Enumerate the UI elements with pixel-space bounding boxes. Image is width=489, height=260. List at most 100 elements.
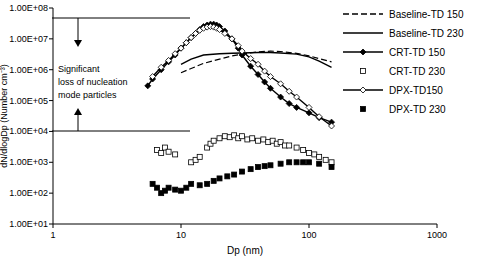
data-point: [239, 48, 245, 54]
series: [181, 53, 332, 68]
series: [145, 21, 335, 125]
y-tick: [49, 193, 53, 194]
y-axis: [53, 8, 54, 224]
data-point: [179, 188, 184, 193]
data-point: [317, 154, 322, 159]
annotation-arrowhead: [74, 40, 82, 47]
data-point: [197, 183, 202, 188]
data-point: [217, 136, 222, 141]
data-point: [256, 138, 261, 143]
data-point: [286, 101, 292, 107]
data-point: [248, 167, 253, 172]
data-point: [184, 185, 189, 190]
y-tick-label: 1.00E+01: [9, 219, 48, 229]
legend: Baseline-TD 150 Baseline-TD 230 CRT-TD 150…: [343, 9, 464, 115]
data-point: [278, 161, 283, 166]
y-tick-label: 1.00E+02: [9, 188, 48, 198]
data-point: [262, 164, 267, 169]
legend-marker: [360, 87, 366, 93]
data-point: [245, 137, 250, 142]
x-tick: [181, 224, 182, 228]
legend-label: Baseline-TD 230: [389, 28, 464, 39]
y-tick: [49, 69, 53, 70]
x-tick: [309, 224, 310, 228]
data-point: [250, 136, 255, 141]
data-point: [306, 104, 312, 110]
data-point: [267, 85, 273, 91]
data-point: [301, 160, 306, 165]
annotation-arrowhead: [74, 108, 82, 115]
x-tick: [53, 224, 54, 228]
data-point: [255, 61, 261, 67]
chart: 1.00E+011.00E+021.00E+031.00E+041.00E+05…: [0, 0, 489, 260]
data-point: [188, 35, 194, 41]
legend-entry: DPX-TD150: [343, 85, 443, 96]
data-point: [301, 148, 306, 153]
plot-area: [145, 21, 335, 196]
data-point: [197, 154, 202, 159]
y-tick-label: 1.00E+03: [9, 157, 48, 167]
data-point: [278, 81, 284, 87]
data-point: [294, 160, 299, 165]
legend-label: CRT-TD 230: [389, 66, 445, 77]
series-line: [181, 51, 332, 73]
x-axis-label: Dp (nm): [227, 245, 263, 256]
data-point: [217, 27, 223, 33]
y-tick-label: 1.00E+08: [9, 3, 48, 13]
x-tick-label: 1: [50, 230, 55, 240]
legend-entry: CRT-TD 230: [361, 66, 446, 77]
annotation-line: [52, 18, 190, 19]
x-axis: [53, 224, 437, 225]
data-point: [262, 68, 268, 74]
data-point: [323, 157, 328, 162]
data-point: [158, 64, 164, 70]
x-tick: [437, 224, 438, 228]
data-point: [316, 115, 322, 121]
data-point: [240, 134, 245, 139]
y-tick: [49, 100, 53, 101]
data-point: [178, 45, 184, 51]
data-point: [268, 163, 273, 168]
annotation: Significantloss of nucleationmode partic…: [52, 18, 190, 131]
legend-entry: DPX-TD 230: [361, 104, 447, 115]
data-point: [294, 145, 299, 150]
data-point: [278, 94, 284, 100]
data-point: [173, 187, 178, 192]
data-point: [294, 104, 300, 110]
data-point: [261, 137, 266, 142]
y-tick-label: 1.00E+06: [9, 65, 48, 75]
data-point: [256, 165, 261, 170]
data-point: [307, 160, 312, 165]
legend-entry: CRT-TD 150: [343, 47, 445, 58]
data-point: [222, 134, 227, 139]
annotation-text: mode particles: [58, 90, 117, 100]
legend-marker: [361, 107, 366, 112]
y-tick: [49, 224, 53, 225]
legend-line: [343, 13, 383, 14]
data-point: [166, 57, 172, 63]
data-point: [145, 83, 151, 89]
data-point: [294, 94, 300, 100]
data-point: [312, 152, 317, 157]
data-point: [287, 160, 292, 165]
y-tick: [49, 38, 53, 39]
x-tick-label: 10: [176, 230, 186, 240]
series-line: [148, 24, 332, 122]
series: [150, 160, 334, 196]
series: [150, 24, 335, 129]
legend-marker: [361, 69, 366, 74]
legend-marker: [360, 49, 366, 55]
data-point: [173, 152, 178, 157]
annotation-line: [52, 131, 190, 132]
data-point: [189, 181, 194, 186]
data-point: [255, 71, 261, 77]
legend-label: Baseline-TD 150: [389, 9, 464, 20]
legend-label: CRT-TD 150: [389, 47, 445, 58]
legend-label: DPX-TD150: [389, 85, 443, 96]
legend-line: [343, 32, 383, 33]
data-point: [329, 165, 334, 170]
series-line: [181, 53, 332, 68]
x-tick-label: 100: [301, 230, 316, 240]
data-point: [225, 174, 230, 179]
data-point: [307, 150, 312, 155]
